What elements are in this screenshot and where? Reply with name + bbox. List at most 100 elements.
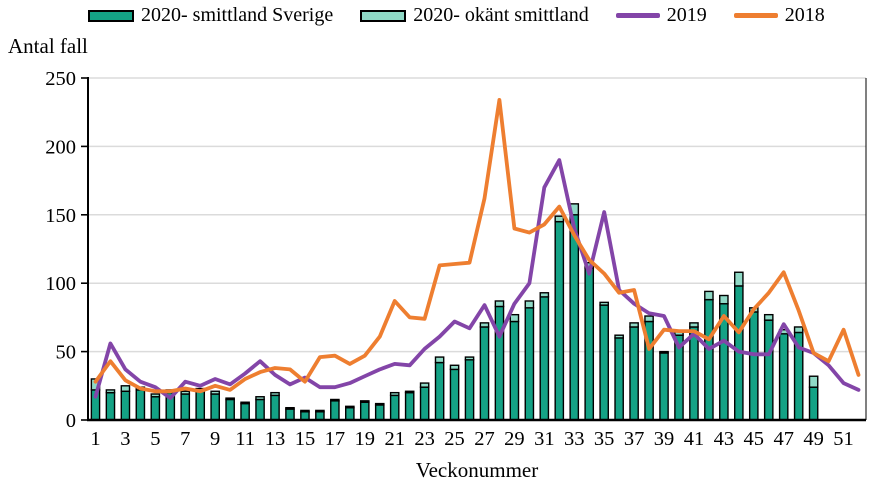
x-axis-title: Veckonummer	[415, 458, 539, 482]
x-tick-39: 39	[654, 428, 675, 450]
bar-sverige-week-35	[599, 304, 609, 421]
bar-sverige-week-11	[240, 402, 250, 421]
bar-sverige-week-47	[778, 333, 789, 421]
bar-okant-week-32	[554, 215, 565, 223]
bar-sverige-week-14	[285, 408, 295, 421]
legend-item-2019: 2019	[615, 4, 707, 27]
x-tick-13: 13	[265, 428, 286, 450]
legend-swatch-2020-sverige	[88, 9, 134, 22]
x-tick-23: 23	[414, 428, 435, 450]
bar-okant-week-37	[629, 322, 639, 328]
legend-item-2020-sverige: 2020- smittland Sverige	[88, 4, 333, 27]
bar-okant-week-48	[793, 326, 804, 334]
bar-sverige-week-2	[105, 391, 116, 421]
bar-sverige-week-15	[300, 411, 310, 421]
bar-sverige-week-41	[689, 326, 699, 421]
legend-item-2020-okant: 2020- okänt smittland	[360, 4, 589, 27]
bar-sverige-week-19	[359, 401, 370, 421]
x-tick-5: 5	[150, 428, 160, 450]
y-tick-50: 50	[56, 342, 77, 364]
legend-label-2018: 2018	[784, 4, 825, 26]
bar-sverige-week-7	[180, 393, 191, 421]
bar-okant-week-28	[494, 300, 505, 308]
bar-okant-week-41	[689, 322, 699, 328]
bar-okant-week-22	[404, 390, 415, 394]
bar-sverige-week-13	[270, 394, 280, 421]
x-tick-47: 47	[773, 428, 794, 450]
legend-label-2020-okant: 2020- okänt smittland	[413, 4, 589, 26]
bar-sverige-week-20	[374, 404, 385, 421]
legend-label-2020-sverige: 2020- smittland Sverige	[141, 4, 334, 26]
bar-sverige-week-37	[629, 326, 639, 421]
x-tick-17: 17	[325, 428, 346, 450]
legend-label-2019: 2019	[666, 4, 707, 26]
bar-okant-week-16	[315, 409, 325, 413]
x-tick-35: 35	[594, 428, 615, 450]
x-tick-21: 21	[384, 428, 405, 450]
x-tick-31: 31	[534, 428, 555, 450]
bar-okant-week-24	[434, 356, 445, 364]
y-tick-200: 200	[45, 136, 76, 158]
bar-sverige-week-24	[434, 361, 445, 421]
x-tick-27: 27	[474, 428, 495, 450]
bar-okant-week-21	[389, 391, 400, 397]
bar-sverige-week-9	[210, 393, 220, 421]
bar-okant-week-19	[359, 400, 370, 403]
line-2018	[93, 98, 861, 394]
bar-okant-week-2	[105, 389, 116, 394]
bar-sverige-week-45	[748, 311, 759, 421]
legend-line-2018	[733, 13, 778, 18]
bar-okant-week-20	[374, 402, 385, 406]
x-tick-11: 11	[235, 428, 255, 450]
bar-okant-week-5	[150, 393, 161, 398]
x-tick-labels: 1 3 5 7 9 11 13 15 17 19 21 23 25 27 29 31 33 35 37 39 41 43 4…	[90, 428, 853, 450]
bar-okant-week-27	[479, 322, 490, 328]
bar-okant-week-15	[300, 409, 310, 413]
x-tick-15: 15	[295, 428, 316, 450]
bar-okant-week-23	[419, 382, 430, 388]
bar-sverige-week-42	[704, 298, 714, 421]
bar-okant-week-17	[330, 398, 340, 402]
y-tick-100: 100	[45, 273, 76, 295]
bar-sverige-week-25	[449, 368, 460, 421]
bar-sverige-week-36	[614, 337, 624, 421]
y-axis-title: Antal fall	[8, 34, 88, 58]
bar-sverige-week-3	[120, 390, 131, 421]
legend-item-2018: 2018	[733, 4, 825, 27]
y-tick-labels: 0 50 100 150 200 250	[45, 68, 88, 432]
bar-sverige-week-23	[419, 386, 430, 421]
legend-swatch-2020-okant	[360, 9, 407, 22]
bar-okant-week-29	[509, 313, 520, 323]
bar-okant-week-46	[763, 313, 774, 321]
bar-okant-week-35	[599, 301, 609, 306]
x-tick-3: 3	[120, 428, 130, 450]
bar-okant-week-10	[225, 397, 235, 401]
bar-sverige-week-21	[389, 394, 400, 421]
bar-okant-week-25	[449, 364, 460, 371]
bar-sverige-week-10	[225, 398, 235, 421]
x-tick-9: 9	[210, 428, 220, 450]
bar-okant-week-9	[210, 390, 220, 395]
bar-okant-week-3	[120, 385, 131, 392]
bar-sverige-week-29	[509, 320, 520, 421]
x-tick-49: 49	[803, 428, 824, 450]
bar-sverige-week-26	[464, 359, 475, 421]
x-tick-45: 45	[744, 428, 765, 450]
x-tick-41: 41	[684, 428, 705, 450]
bar-okant-week-26	[464, 356, 475, 361]
x-tick-19: 19	[355, 428, 376, 450]
x-tick-29: 29	[504, 428, 525, 450]
y-tick-250: 250	[45, 68, 76, 90]
bar-sverige-week-46	[763, 319, 774, 421]
bar-okant-week-38	[644, 315, 654, 323]
x-tick-25: 25	[444, 428, 465, 450]
x-tick-1: 1	[90, 428, 100, 450]
x-tick-7: 7	[180, 428, 190, 450]
bar-sverige-week-18	[345, 406, 355, 421]
bar-sverige-week-8	[195, 390, 206, 421]
bar-sverige-week-12	[255, 398, 265, 421]
bar-okant-week-43	[719, 294, 729, 305]
x-tick-33: 33	[564, 428, 585, 450]
